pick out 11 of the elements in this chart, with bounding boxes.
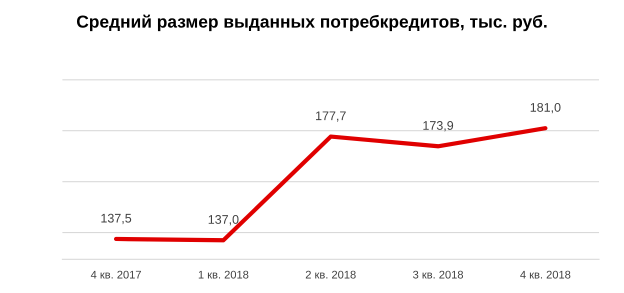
x-tick-label: 4 кв. 2018 — [520, 270, 570, 279]
x-tick-label: 1 кв. 2018 — [198, 270, 248, 279]
data-label: 137,0 — [208, 215, 239, 226]
x-tick-label: 4 кв. 2017 — [90, 270, 141, 279]
x-tick-label: 2 кв. 2018 — [306, 270, 356, 279]
x-tick-label: 3 кв. 2018 — [413, 270, 464, 279]
data-label: 181,0 — [530, 102, 561, 114]
data-label: 177,7 — [316, 112, 346, 122]
data-label: 137,5 — [101, 214, 132, 224]
chart-title: Средний размер выданных потребкредитов, тыс. руб. — [76, 14, 547, 32]
data-label: 173,9 — [423, 121, 454, 132]
